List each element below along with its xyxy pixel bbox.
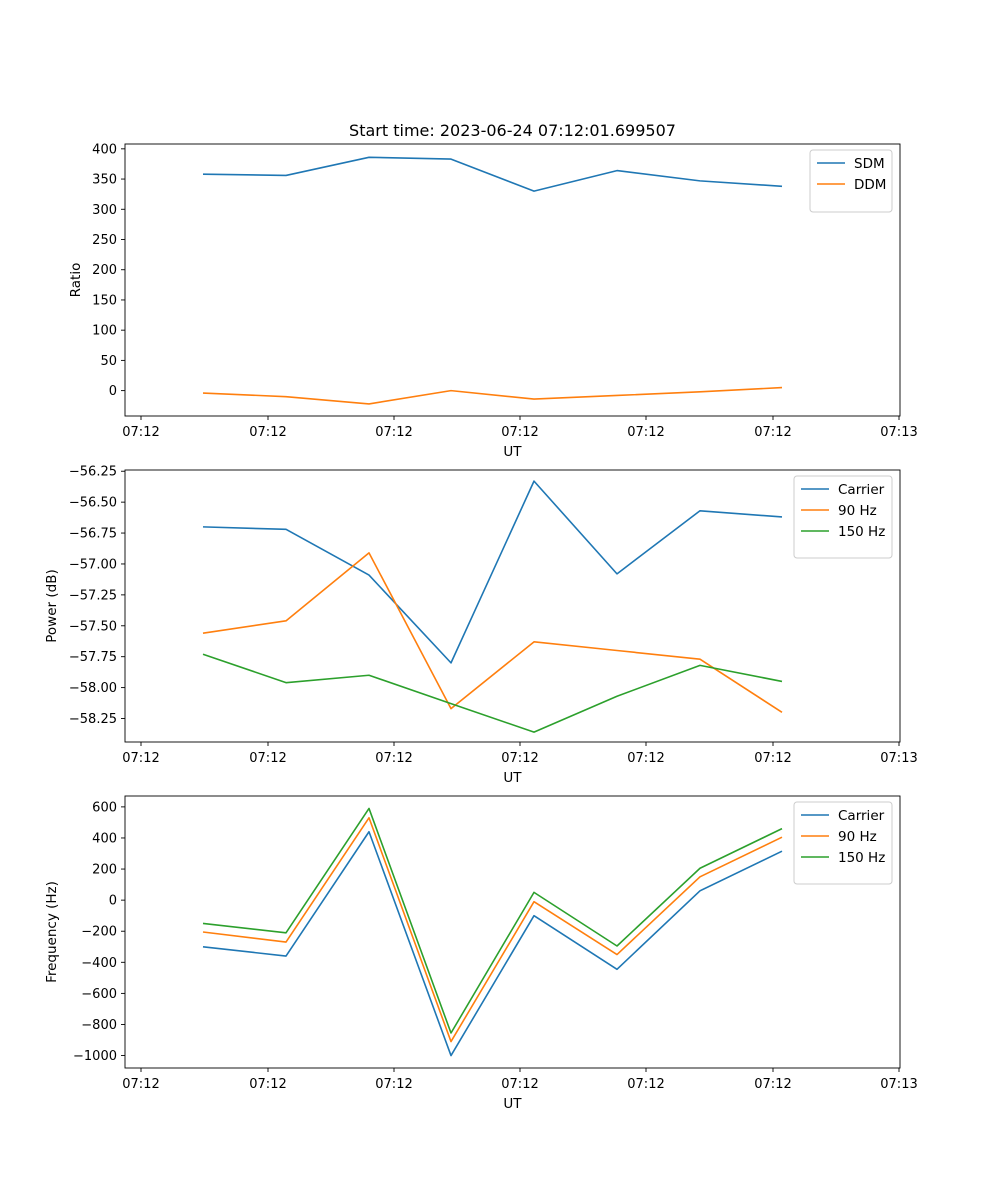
y-tick-label: 0 [109, 384, 117, 399]
y-tick-label: 100 [92, 324, 117, 339]
chart-title: Start time: 2023-06-24 07:12:01.699507 [349, 121, 676, 140]
legend-box [793, 801, 893, 885]
legend-label: DDM [854, 177, 886, 193]
legend: Carrier 90 Hz 150 Hz [793, 475, 893, 559]
axes-frame [124, 469, 901, 743]
x-tick-label: 07:12 [627, 1077, 664, 1092]
y-tick-label: −58.00 [69, 681, 117, 696]
legend: SDM DDM [809, 149, 893, 213]
y-tick-label: −57.75 [69, 650, 117, 665]
subplot-2: 07:12 07:12 07:12 07:12 07:12 07:12 07:13 −58.2… [44, 465, 918, 786]
series-line-carrier [202, 480, 783, 664]
x-tick-label: 07:12 [627, 425, 664, 440]
axes-frame [124, 795, 901, 1069]
legend: Carrier 90 Hz 150 Hz [793, 801, 893, 885]
y-tick-label: −56.25 [69, 465, 117, 480]
legend-label: 90 Hz [838, 503, 877, 519]
series-line-90-hz [202, 552, 783, 714]
y-tick-label: 200 [92, 263, 117, 278]
legend-box [809, 149, 893, 213]
y-tick-label: 400 [92, 831, 117, 846]
y-tick-label: −800 [81, 1018, 117, 1033]
x-tick-label: 07:12 [754, 751, 791, 766]
legend-label: 150 Hz [838, 850, 885, 866]
y-tick-label: 200 [92, 863, 117, 878]
series-line-150-hz [202, 807, 783, 1034]
x-tick-label: 07:12 [122, 1077, 159, 1092]
series-line-sdm [202, 156, 783, 192]
x-tick-label: 07:13 [880, 1077, 917, 1092]
legend-label: SDM [854, 156, 885, 172]
y-axis-label: Power (dB) [44, 569, 60, 642]
x-axis-label: UT [503, 1096, 522, 1112]
y-tick-label: 150 [92, 293, 117, 308]
y-tick-label: −600 [81, 987, 117, 1002]
x-tick-label: 07:12 [122, 751, 159, 766]
subplot-3: 07:12 07:12 07:12 07:12 07:12 07:12 07:13 −1000… [44, 795, 918, 1112]
y-tick-label: 600 [92, 800, 117, 815]
y-tick-label: −57.50 [69, 619, 117, 634]
x-tick-label: 07:12 [375, 1077, 412, 1092]
x-tick-label: 07:12 [249, 1077, 286, 1092]
y-tick-label: −200 [81, 925, 117, 940]
legend-label: 90 Hz [838, 829, 877, 845]
y-tick-label: −56.50 [69, 496, 117, 511]
y-tick-label: −56.75 [69, 527, 117, 542]
x-tick-label: 07:12 [501, 1077, 538, 1092]
x-tick-label: 07:12 [754, 425, 791, 440]
y-tick-label: 0 [109, 894, 117, 909]
y-tick-label: −58.25 [69, 712, 117, 727]
x-tick-label: 07:13 [880, 425, 917, 440]
y-tick-label: 50 [100, 354, 117, 369]
x-axis-label: UT [503, 770, 522, 786]
y-tick-label: −57.25 [69, 588, 117, 603]
y-tick-label: −1000 [73, 1049, 117, 1064]
y-tick-label: 300 [92, 203, 117, 218]
y-tick-label: 350 [92, 173, 117, 188]
legend-label: Carrier [838, 808, 885, 824]
series-line-150-hz [202, 653, 783, 733]
y-tick-label: 250 [92, 233, 117, 248]
legend-box [793, 475, 893, 559]
legend-label: Carrier [838, 482, 885, 498]
axes-frame [124, 143, 901, 417]
x-tick-label: 07:12 [249, 751, 286, 766]
x-tick-label: 07:12 [375, 425, 412, 440]
y-axis-label: Ratio [68, 263, 84, 298]
x-axis-label: UT [503, 444, 522, 460]
x-tick-label: 07:12 [375, 751, 412, 766]
x-tick-label: 07:12 [122, 425, 159, 440]
x-tick-label: 07:13 [880, 751, 917, 766]
series-line-ddm [202, 386, 783, 405]
y-axis-label: Frequency (Hz) [44, 881, 60, 983]
x-tick-label: 07:12 [627, 751, 664, 766]
series-line-90-hz [202, 816, 783, 1043]
y-tick-label: 400 [92, 142, 117, 157]
y-tick-label: −57.00 [69, 557, 117, 572]
x-tick-label: 07:12 [501, 425, 538, 440]
subplot-1: Start time: 2023-06-24 07:12:01.699507 07… [68, 121, 918, 460]
x-tick-label: 07:12 [754, 1077, 791, 1092]
legend-label: 150 Hz [838, 524, 885, 540]
x-tick-label: 07:12 [249, 425, 286, 440]
x-tick-label: 07:12 [501, 751, 538, 766]
series-line-carrier [202, 830, 783, 1057]
y-tick-label: −400 [81, 956, 117, 971]
